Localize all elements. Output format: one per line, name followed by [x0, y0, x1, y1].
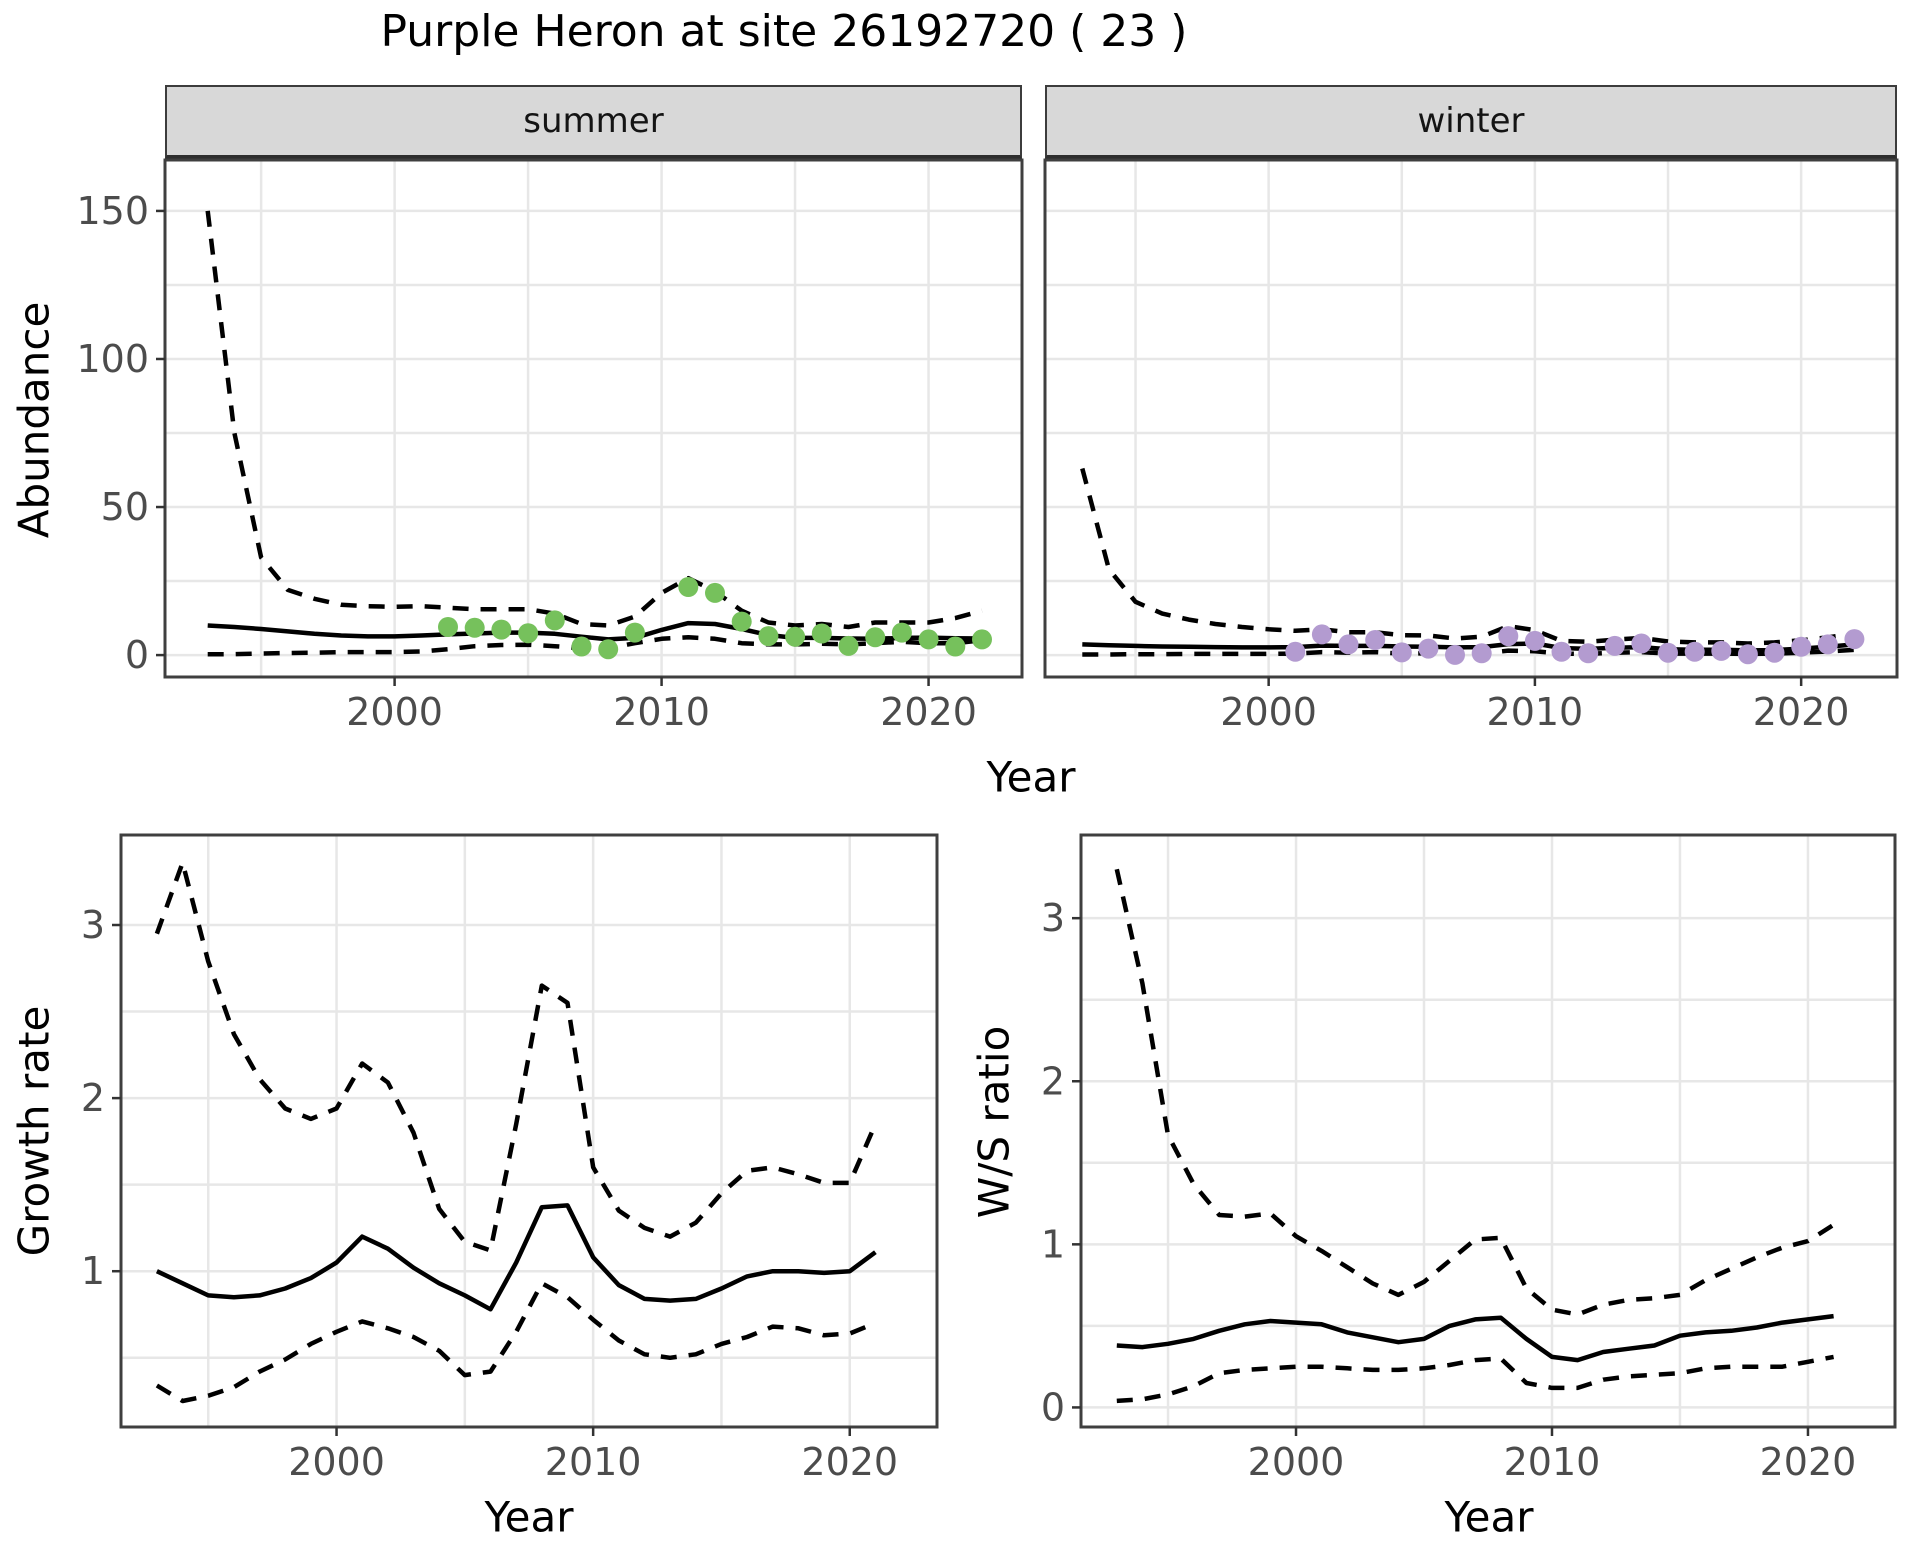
data-point — [1311, 624, 1332, 645]
data-point — [918, 629, 939, 650]
series-upper_ci — [154, 860, 878, 1253]
series-upper_ci — [1114, 868, 1835, 1317]
data-point — [1844, 629, 1865, 650]
panel-border — [163, 158, 1024, 679]
tick-label-x: 2010 — [545, 1440, 642, 1484]
panel-border — [1079, 833, 1897, 1429]
data-point — [1791, 636, 1812, 657]
data-point — [1285, 641, 1306, 662]
tick-label-y: 100 — [76, 337, 149, 381]
tick-label-y: 0 — [125, 633, 149, 677]
series-median — [1116, 1313, 1834, 1363]
series-lower_ci — [1116, 1354, 1835, 1404]
data-point — [758, 626, 779, 647]
tick-label-y: 0 — [1041, 1385, 1065, 1429]
page-title: Purple Heron at site 26192720 ( 23 ) — [380, 6, 1188, 57]
tick-label-y: 2 — [81, 1076, 105, 1120]
panel-border — [119, 833, 939, 1429]
tick-label-x: 2000 — [1220, 690, 1317, 734]
data-point — [544, 610, 565, 631]
panel-winter_abundance: 2000 2010 2020 — [1043, 158, 1899, 734]
tick-label-x: 2020 — [1760, 1440, 1857, 1484]
x-axis-title-year-bottom-left: Year — [484, 1492, 574, 1542]
panel-summer_abundance: 2000 2010 2020 0 50 100 150 — [76, 158, 1024, 734]
panel-growth_rate: 2000 2010 2020 1 2 3 — [81, 833, 939, 1484]
data-point — [838, 635, 859, 656]
tick-label-x: 2000 — [288, 1440, 385, 1484]
data-point — [1604, 635, 1625, 656]
data-point — [1524, 630, 1545, 651]
series-upper_ci — [205, 210, 983, 630]
data-point — [972, 629, 992, 650]
data-point — [731, 611, 752, 632]
data-point — [624, 622, 645, 643]
facet-strip-summer: summer — [165, 85, 1022, 159]
data-point — [1498, 626, 1519, 647]
data-point — [464, 617, 485, 638]
facet-strip-winter: winter — [1045, 85, 1897, 159]
series-upper_ci — [1080, 467, 1855, 646]
tick-label-x: 2020 — [880, 690, 977, 734]
data-point — [785, 626, 806, 647]
data-point — [571, 636, 592, 657]
data-point — [1684, 641, 1705, 662]
series-median — [155, 1203, 877, 1312]
data-point — [1391, 642, 1412, 663]
tick-label-y: 3 — [81, 903, 105, 947]
data-point — [1817, 634, 1838, 655]
tick-label-y: 1 — [1041, 1222, 1065, 1266]
series-lower_ci — [155, 1281, 877, 1404]
data-point — [518, 623, 539, 644]
data-point — [598, 639, 619, 660]
tick-label-x: 2010 — [1487, 690, 1584, 734]
data-point — [891, 622, 912, 643]
facet-strip-winter-label: winter — [1417, 101, 1525, 141]
data-point — [1418, 638, 1439, 659]
tick-label-x: 2020 — [1753, 690, 1850, 734]
data-point — [1711, 640, 1732, 661]
data-point — [1365, 630, 1386, 650]
tick-label-y: 2 — [1041, 1059, 1065, 1103]
data-point — [1737, 644, 1758, 665]
data-point — [865, 627, 886, 648]
tick-label-x: 2010 — [613, 690, 710, 734]
data-point — [705, 582, 725, 603]
data-point — [1764, 642, 1785, 663]
data-point — [1631, 633, 1652, 654]
data-point — [811, 623, 832, 644]
tick-label-x: 2000 — [1248, 1440, 1345, 1484]
tick-label-x: 2020 — [801, 1440, 898, 1484]
tick-label-x: 2010 — [1504, 1440, 1601, 1484]
tick-label-x: 2000 — [346, 690, 443, 734]
data-point — [1578, 643, 1599, 664]
panel-ws_ratio: 2000 2010 2020 0 1 2 3 — [1041, 833, 1897, 1484]
data-point — [1551, 641, 1572, 662]
x-axis-title-year-top: Year — [986, 752, 1076, 802]
panel-border — [1043, 158, 1899, 679]
data-point — [1471, 643, 1492, 664]
data-point — [1338, 634, 1359, 655]
tick-label-y: 50 — [101, 485, 149, 529]
tick-label-y: 150 — [76, 189, 149, 233]
data-point — [438, 617, 458, 637]
tick-label-y: 3 — [1041, 896, 1065, 940]
data-point — [1658, 642, 1678, 663]
data-point — [1445, 644, 1465, 665]
x-axis-title-year-bottom-right: Year — [1444, 1492, 1534, 1542]
data-point — [491, 619, 512, 640]
tick-label-y: 1 — [81, 1249, 105, 1293]
data-point — [945, 636, 966, 657]
data-point — [678, 577, 699, 597]
facet-strip-summer-label: summer — [523, 101, 664, 141]
